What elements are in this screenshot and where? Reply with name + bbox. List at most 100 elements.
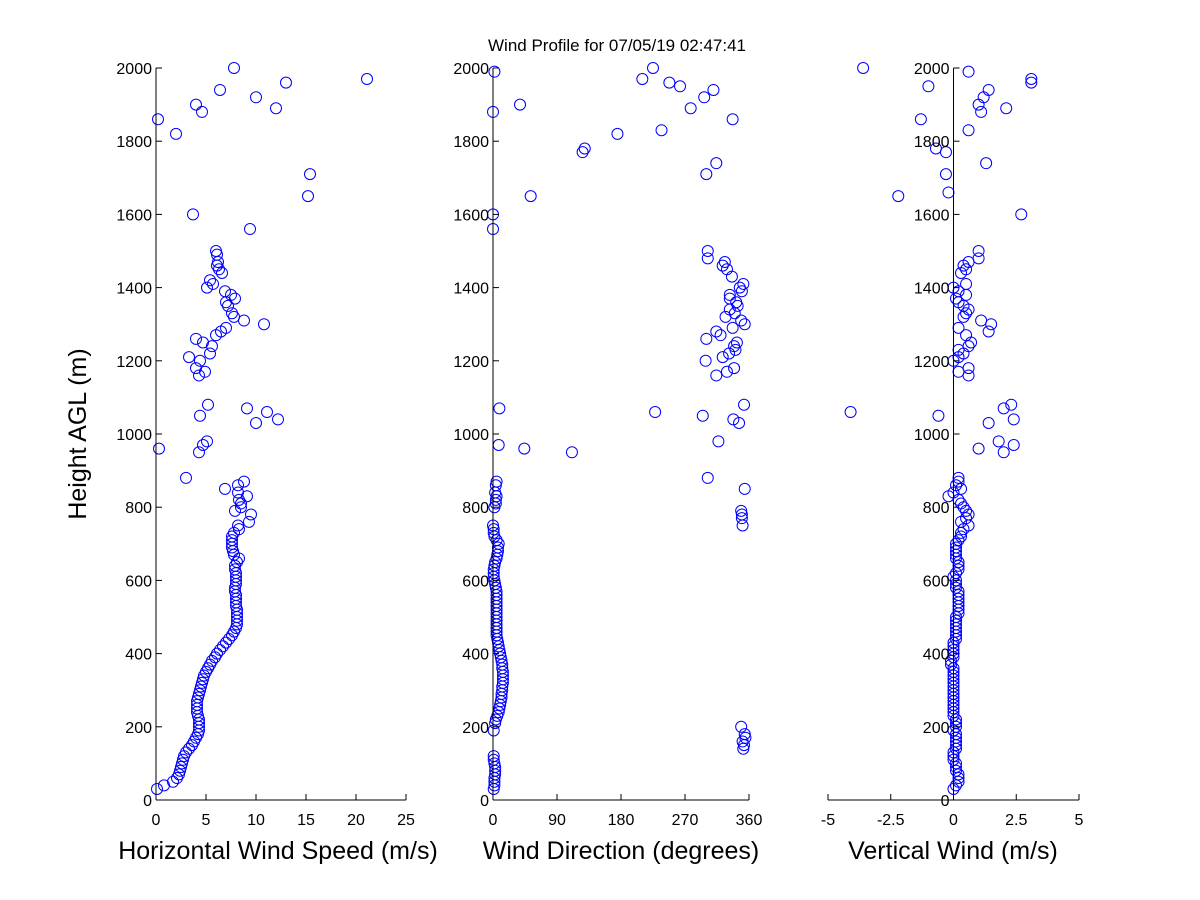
vertical-wind-data-point	[929, 142, 942, 155]
horizontal-wind-speed-x-tick-label: 10	[247, 812, 265, 829]
horizontal-wind-speed-y-tick-label: 400	[125, 647, 152, 664]
horizontal-wind-speed-panel: 0 200 400 600 800 1000 1200 1400 1600 1800 2000 0 5 1…	[116, 61, 437, 865]
horizontal-wind-speed-data-point	[211, 248, 223, 261]
wind-direction-data-point	[489, 717, 502, 730]
vertical-wind-data-point	[950, 545, 963, 558]
wind-direction-data-point	[488, 757, 501, 770]
horizontal-wind-speed-data-point	[192, 691, 204, 704]
horizontal-wind-speed-y-tick-label: 2000	[116, 61, 152, 78]
horizontal-wind-speed-y-tick-label: 600	[125, 573, 152, 590]
wind-direction-data-point	[716, 259, 729, 272]
horizontal-wind-speed-axes: 0 200 400 600 800 1000 1200 1400 1600 1800 2000 0 5 1…	[116, 61, 415, 829]
horizontal-wind-speed-data-point	[151, 783, 163, 796]
wind-direction-x-tick-label: 0	[489, 812, 498, 829]
wind-direction-data-point	[712, 435, 725, 448]
vertical-wind-y-tick-label: 1400	[914, 281, 950, 298]
wind-direction-data-point	[491, 541, 504, 554]
vertical-wind-data-point	[980, 157, 993, 170]
horizontal-wind-speed-data-point	[196, 676, 208, 689]
wind-direction-data-point	[701, 252, 714, 265]
wind-direction-data-point	[565, 446, 578, 459]
vertical-wind-y-tick-label: 1600	[914, 207, 950, 224]
wind-direction-data-point	[576, 146, 589, 159]
horizontal-wind-speed-data-point	[220, 321, 232, 334]
horizontal-wind-speed-data-point	[361, 72, 373, 85]
vertical-wind-data-point	[950, 761, 963, 774]
wind-direction-data-point	[720, 365, 733, 378]
horizontal-wind-speed-x-tick-label: 0	[152, 812, 161, 829]
vertical-wind-data-point	[972, 245, 985, 257]
vertical-wind-y-tick-label: 1800	[914, 134, 950, 151]
horizontal-wind-speed-data-point	[183, 351, 195, 364]
wind-direction-data-point	[727, 413, 740, 426]
wind-direction-data-point	[738, 318, 751, 331]
horizontal-wind-speed-data-point	[270, 102, 282, 115]
horizontal-wind-speed-data-point	[201, 281, 213, 294]
wind-direction-data-point	[728, 362, 741, 375]
vertical-wind-data-point	[955, 530, 968, 543]
horizontal-wind-speed-data-point	[229, 563, 241, 576]
horizontal-wind-speed-data-point	[183, 742, 195, 755]
wind-direction-data-point	[647, 62, 659, 74]
wind-direction-data-point	[714, 329, 727, 342]
vertical-wind-data-point	[950, 757, 963, 770]
wind-direction-data-point	[489, 479, 502, 492]
horizontal-wind-speed-data-point	[244, 223, 256, 236]
wind-direction-data-point	[735, 314, 748, 327]
horizontal-wind-speed-y-tick-label: 0	[143, 793, 152, 810]
horizontal-wind-speed-x-tick-label: 5	[202, 812, 211, 829]
horizontal-wind-speed-data-point	[195, 680, 207, 693]
horizontal-wind-speed-data-point	[196, 105, 208, 118]
vertical-wind-y-tick-label: 1200	[914, 354, 950, 371]
vertical-wind-data-point	[922, 80, 935, 93]
horizontal-wind-speed-y-tick-label: 1800	[116, 134, 152, 151]
wind-direction-data-point	[723, 292, 736, 305]
wind-direction-data-point	[728, 340, 741, 353]
vertical-wind-data-point	[950, 479, 963, 492]
vertical-wind-data-point	[962, 124, 975, 137]
vertical-wind-data-point	[962, 508, 975, 521]
vertical-wind-data-point	[939, 168, 952, 181]
vertical-wind-data-point	[1025, 76, 1038, 89]
horizontal-wind-speed-data-point	[233, 493, 245, 506]
horizontal-wind-speed-data-point	[219, 285, 231, 298]
horizontal-wind-speed-data-point	[204, 274, 216, 287]
horizontal-wind-speed-data-point	[229, 292, 241, 305]
wind-direction-axes: 0 200 400 600 800 1000 1200 1400 1600 1800 2000 0 90…	[453, 61, 762, 829]
vertical-wind-data-point	[957, 310, 970, 323]
wind-direction-data-point	[737, 277, 750, 290]
wind-direction-x-tick-label: 90	[548, 812, 566, 829]
wind-direction-x-tick-label: 270	[672, 812, 699, 829]
wind-direction-data-point	[487, 750, 500, 763]
horizontal-wind-speed-data-point	[167, 775, 179, 788]
wind-direction-panel: 0 200 400 600 800 1000 1200 1400 1600 1800 2000 0 90…	[453, 61, 762, 865]
wind-direction-y-tick-label: 1600	[453, 207, 489, 224]
vertical-wind-y-tick-label: 400	[923, 647, 950, 664]
horizontal-wind-speed-data-point	[280, 76, 292, 89]
horizontal-wind-speed-data-point	[174, 764, 186, 777]
figure-title: Wind Profile for 07/05/19 02:47:41	[488, 36, 746, 55]
wind-direction-data-point	[611, 127, 624, 140]
vertical-wind-y-tick-label: 0	[941, 793, 950, 810]
horizontal-wind-speed-data-point	[226, 307, 238, 320]
horizontal-wind-speed-data-point	[250, 91, 262, 104]
wind-direction-y-tick-label: 800	[462, 500, 489, 517]
vertical-wind-data-point	[982, 83, 995, 96]
horizontal-wind-speed-data-point	[197, 336, 209, 349]
horizontal-wind-speed-data-point	[235, 501, 247, 514]
vertical-wind-data-point	[977, 91, 990, 104]
vertical-wind-data-point	[1007, 413, 1020, 426]
wind-direction-y-tick-label: 2000	[453, 61, 489, 78]
wind-direction-x-tick-label: 360	[736, 812, 763, 829]
horizontal-wind-speed-data-point	[232, 486, 244, 499]
vertical-wind-data-point	[1000, 102, 1013, 115]
y-axis-label: Height AGL (m)	[64, 348, 92, 519]
vertical-wind-y-tick-label: 800	[923, 500, 950, 517]
vertical-wind-data-point	[950, 581, 963, 594]
horizontal-wind-speed-y-tick-label: 1000	[116, 427, 152, 444]
wind-direction-data-point	[736, 735, 749, 748]
wind-direction-data-point	[488, 559, 501, 572]
wind-direction-data-point	[663, 76, 676, 89]
horizontal-wind-speed-data-point	[228, 62, 240, 74]
horizontal-wind-speed-data-point	[272, 413, 284, 426]
